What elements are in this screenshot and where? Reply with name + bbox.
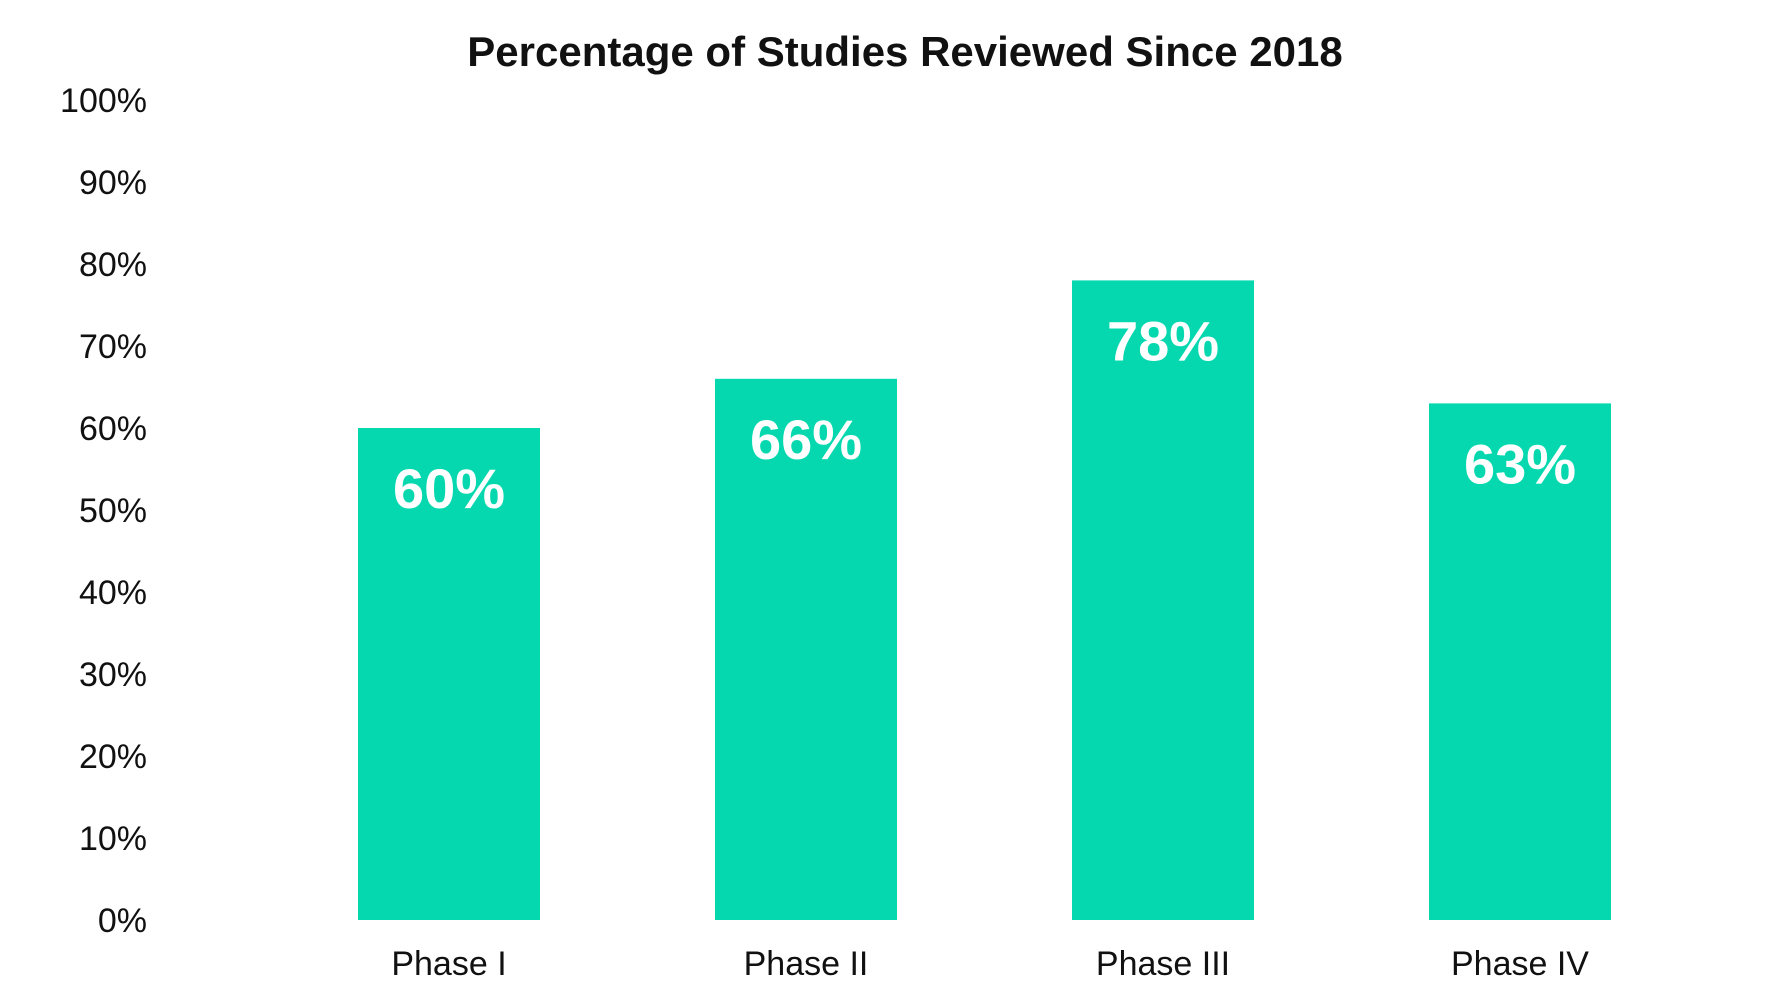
x-tick-label: Phase IV: [1451, 945, 1589, 983]
y-tick-label: 10%: [79, 820, 147, 858]
y-tick-label: 40%: [79, 574, 147, 612]
y-tick-label: 70%: [79, 328, 147, 366]
y-tick-label: 0%: [98, 902, 147, 940]
y-tick-label: 30%: [79, 656, 147, 694]
y-tick-label: 100%: [60, 82, 147, 120]
y-axis: 0% 10% 20% 30% 40% 50% 60% 70% 80% 90% 100%: [60, 82, 147, 940]
bars-group: 60% 66% 78% 63%: [358, 280, 1611, 920]
x-axis: Phase I Phase II Phase III Phase IV: [391, 945, 1589, 983]
y-tick-label: 20%: [79, 738, 147, 776]
bar-phase-iii: [1072, 280, 1254, 920]
y-tick-label: 80%: [79, 246, 147, 284]
y-tick-label: 50%: [79, 492, 147, 530]
bar-phase-i: [358, 428, 540, 920]
x-tick-label: Phase II: [744, 945, 869, 983]
bar-phase-ii: [715, 378, 897, 920]
y-tick-label: 60%: [79, 410, 147, 448]
x-tick-label: Phase I: [391, 945, 506, 983]
x-tick-label: Phase III: [1096, 945, 1230, 983]
bar-phase-iv: [1429, 403, 1611, 920]
bar-value-label: 78%: [1107, 309, 1219, 372]
bar-value-label: 63%: [1464, 432, 1576, 495]
bar-value-label: 60%: [393, 457, 505, 520]
chart-title: Percentage of Studies Reviewed Since 201…: [467, 28, 1342, 75]
y-tick-label: 90%: [79, 164, 147, 202]
bar-value-label: 66%: [750, 408, 862, 471]
